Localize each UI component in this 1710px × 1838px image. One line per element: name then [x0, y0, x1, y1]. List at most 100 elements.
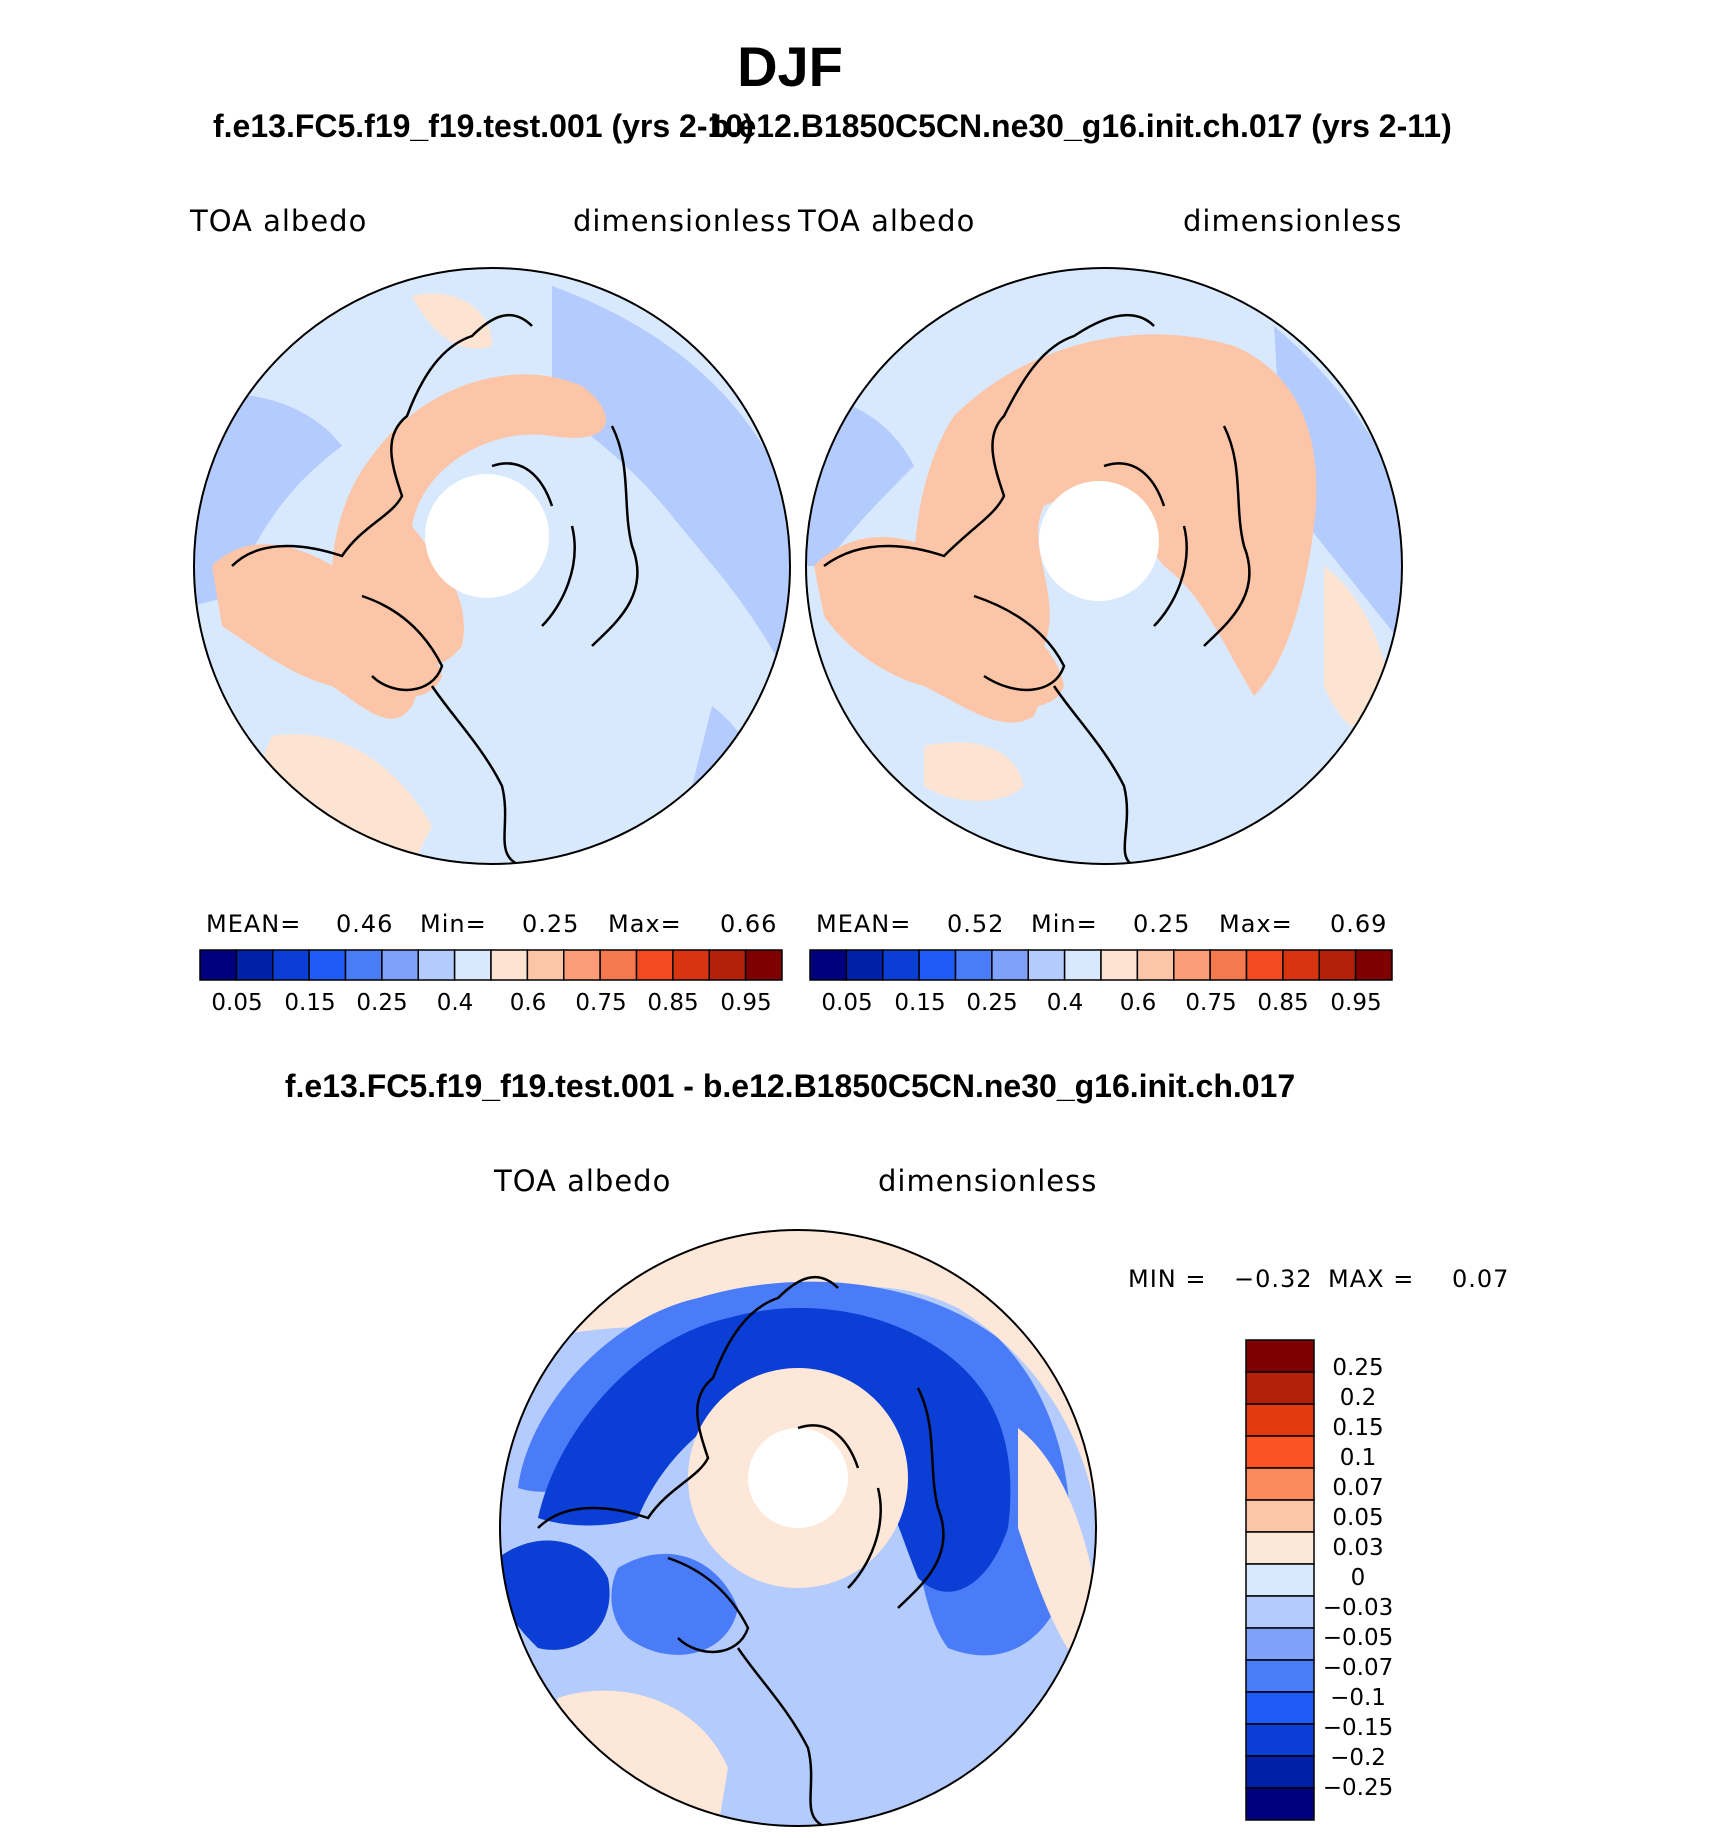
panel1-colorbar-box: [417, 949, 456, 981]
panel1-colorbar-box: [490, 949, 529, 981]
diff-greenland-decrease: [611, 1553, 738, 1655]
map1-coastline: [231, 314, 639, 864]
diff-variable-label: TOA albedo: [494, 1164, 672, 1198]
diff-units-label: dimensionless: [878, 1164, 1098, 1198]
diff-coastline: [537, 1276, 945, 1826]
panel1-colorbar-tick: 0.15: [284, 990, 336, 1016]
diff-colorbar-box: [1245, 1691, 1315, 1725]
diff-colorbar-tick: 0.1: [1339, 1445, 1377, 1471]
diff-colorbar-box: [1245, 1627, 1315, 1661]
map2-pacific-low-albedo: [1274, 326, 1402, 646]
diff-min-label: MIN =: [1128, 1265, 1207, 1293]
diff-colorbar-box: [1245, 1435, 1315, 1469]
panel2-colorbar-box: [1136, 949, 1175, 981]
panel2-colorbar-box: [809, 949, 848, 981]
panel2-colorbar-box: [1027, 949, 1066, 981]
map1-polar-gap: [425, 474, 549, 598]
panel1-colorbar-box: [599, 949, 638, 981]
diff-colorbar-tick: −0.07: [1322, 1655, 1394, 1681]
figure-title: DJF: [737, 35, 843, 98]
panel2-colorbar-box: [1354, 949, 1393, 981]
panel1-colorbar-box: [563, 949, 601, 981]
diff-pacific-neutral: [1018, 1428, 1096, 1688]
panel2-max-value: 0.69: [1330, 910, 1388, 938]
map2-greenland-high-albedo: [954, 619, 1064, 708]
panel2-colorbar-tick: 0.75: [1185, 990, 1237, 1016]
panel2-colorbar-box: [1063, 949, 1102, 981]
diff-colorbar-box: [1245, 1659, 1315, 1693]
panel1-max-label: Max=: [608, 910, 682, 938]
map1-arctic-high-albedo: [332, 374, 606, 668]
panel2-min-label: Min=: [1031, 910, 1098, 938]
panel1-mean-label: MEAN=: [206, 910, 302, 938]
diff-colorbar-tick: −0.03: [1322, 1595, 1394, 1621]
panel2-colorbar-box: [845, 949, 884, 981]
diff-colorbar-tick: −0.1: [1330, 1685, 1386, 1711]
panel2-colorbar-tick: 0.15: [894, 990, 946, 1016]
diff-strong-decrease: [538, 1308, 1011, 1592]
panel2-colorbar-tick: 0.25: [966, 990, 1018, 1016]
panel1-colorbar-box: [708, 949, 747, 981]
panel2-max-label: Max=: [1219, 910, 1293, 938]
diff-max-label: MAX =: [1328, 1265, 1415, 1293]
panel1-colorbar-tick: 0.25: [356, 990, 408, 1016]
panel2-mean-label: MEAN=: [816, 910, 912, 938]
diff-colorbar-box: [1245, 1403, 1315, 1437]
diff-colorbar-box: [1245, 1499, 1315, 1533]
diff-colorbar-box: [1245, 1755, 1315, 1789]
panel2-colorbar-box: [991, 949, 1029, 981]
panel1-colorbar-box: [308, 949, 347, 981]
diff-colorbar-tick: −0.05: [1322, 1625, 1394, 1651]
panel1-min-value: 0.25: [522, 910, 580, 938]
diff-min-value: −0.32: [1234, 1265, 1313, 1293]
diff-colorbar-tick: 0.15: [1332, 1415, 1384, 1441]
diff-colorbar-tick: −0.2: [1330, 1745, 1386, 1771]
panel1-units-label: dimensionless: [573, 204, 793, 238]
panel2-colorbar-box: [1318, 949, 1357, 981]
diff-north-america-decrease: [500, 1540, 610, 1650]
diff-colorbar-box: [1245, 1723, 1315, 1757]
panel2-colorbar-box: [918, 949, 957, 981]
panel1-colorbar-box: [235, 949, 274, 981]
panel2-variable-label: TOA albedo: [798, 204, 976, 238]
panel1-colorbar-box: [526, 949, 565, 981]
diff-max-value: 0.07: [1452, 1265, 1510, 1293]
panel1-colorbar-tick: 0.4: [436, 990, 474, 1016]
panel1-colorbar-box: [672, 949, 710, 981]
panel1-colorbar-tick: 0.95: [720, 990, 772, 1016]
panel1-colorbar-box: [381, 949, 419, 981]
difference-colorbar: [1245, 1339, 1315, 1821]
panel1-colorbar-box: [453, 949, 492, 981]
difference-title: f.e13.FC5.f19_f19.test.001 - b.e12.B1850…: [284, 1068, 1296, 1104]
diff-colorbar-box: [1245, 1339, 1315, 1373]
panel2-units-label: dimensionless: [1183, 204, 1403, 238]
case1-title: f.e13.FC5.f19_f19.test.001 (yrs 2-10): [213, 108, 754, 144]
panel2-colorbar-tick: 0.05: [821, 990, 873, 1016]
diff-colorbar-box: [1245, 1563, 1315, 1597]
panel2-mean-value: 0.52: [947, 910, 1005, 938]
panel2-colorbar-box: [1100, 949, 1139, 981]
diff-colorbar-tick: 0.05: [1332, 1505, 1384, 1531]
panel1-mean-value: 0.46: [336, 910, 394, 938]
panel1-colorbar: [199, 949, 783, 981]
panel2-colorbar: [809, 949, 1393, 981]
panel1-colorbar-box: [199, 949, 238, 981]
map2-polar-gap: [1039, 481, 1159, 601]
panel2-colorbar-box: [1173, 949, 1211, 981]
diff-colorbar-box: [1245, 1595, 1315, 1629]
panel2-colorbar-tick: 0.95: [1330, 990, 1382, 1016]
diff-colorbar-tick: 0: [1350, 1565, 1366, 1591]
diff-colorbar-box: [1245, 1371, 1315, 1405]
diff-colorbar-tick: −0.25: [1322, 1775, 1394, 1801]
panel2-colorbar-box: [1209, 949, 1248, 981]
map2-atlantic-moderate-albedo: [924, 742, 1024, 801]
panel1-colorbar-box: [744, 949, 783, 981]
panel2-polar-map: [805, 267, 1403, 865]
panel2-colorbar-box: [954, 949, 993, 981]
diff-colorbar-tick: 0.25: [1332, 1355, 1384, 1381]
panel1-colorbar-box: [635, 949, 674, 981]
difference-polar-map: [499, 1229, 1097, 1827]
panel1-colorbar-tick: 0.85: [647, 990, 699, 1016]
case2-title: b.e12.B1850C5CN.ne30_g16.init.ch.017 (yr…: [710, 108, 1452, 144]
panel1-colorbar-tick: 0.05: [211, 990, 263, 1016]
